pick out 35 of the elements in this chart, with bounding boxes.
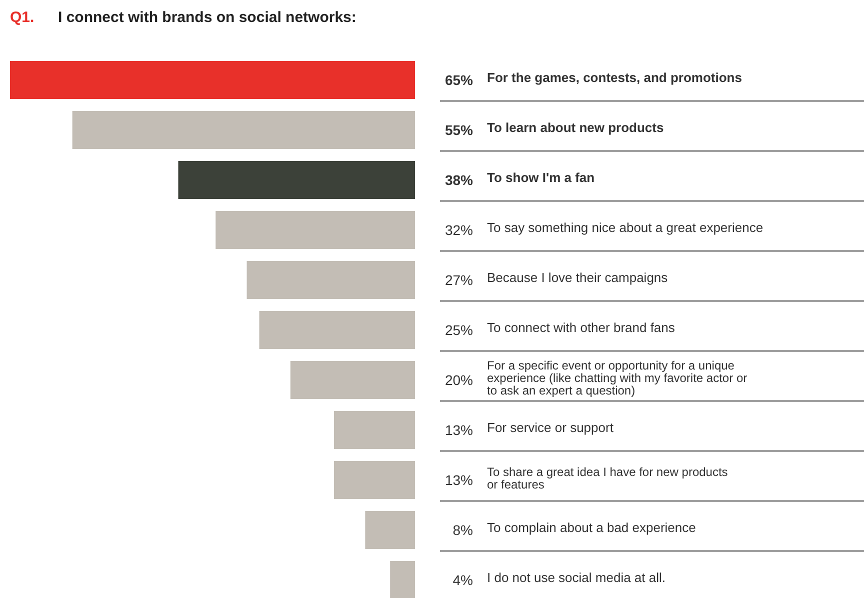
- data-label: 4%: [452, 572, 473, 588]
- data-label: 65%: [444, 72, 474, 88]
- bar: [290, 361, 415, 399]
- bar: [246, 261, 415, 299]
- data-label: 13%: [444, 472, 473, 488]
- y-tick-label: Because I love their campaigns: [487, 270, 668, 285]
- bar: [334, 411, 415, 449]
- y-tick-label: To connect with other brand fans: [487, 320, 676, 335]
- y-tick-label: To show I'm a fan: [487, 170, 595, 185]
- y-tick-label: For service or support: [487, 420, 614, 435]
- y-tick-label: For a specific event or opportunity for a unique experience (like chatting with my favorite actor or to ask an expert a question): [487, 358, 748, 398]
- bar: [259, 311, 415, 349]
- bar: [390, 561, 415, 598]
- data-label: 32%: [444, 222, 473, 238]
- data-label: 8%: [452, 522, 473, 538]
- y-tick-label: To complain about a bad experience: [487, 520, 696, 535]
- data-label: 27%: [444, 272, 473, 288]
- bar: [72, 111, 415, 149]
- bar: [334, 461, 415, 499]
- y-tick-label: To share a great idea I have for new products or features: [487, 464, 728, 492]
- data-label: 38%: [444, 172, 474, 188]
- y-tick-label: For the games, contests, and promotions: [487, 70, 742, 85]
- bar: [216, 211, 415, 249]
- data-label: 25%: [444, 322, 473, 338]
- bar: [10, 61, 415, 99]
- bar: [178, 161, 415, 199]
- data-label: 20%: [444, 372, 473, 388]
- bar: [365, 511, 415, 549]
- text: Q1.: [10, 9, 34, 26]
- data-label: 55%: [444, 122, 474, 138]
- y-tick-label: I do not use social media at all.: [487, 570, 666, 585]
- y-tick-label: To say something nice about a great experience: [487, 220, 764, 235]
- chart-title: I connect with brands on social networks:: [58, 9, 356, 26]
- data-label: 13%: [444, 422, 473, 438]
- y-tick-label: To learn about new products: [487, 120, 664, 135]
